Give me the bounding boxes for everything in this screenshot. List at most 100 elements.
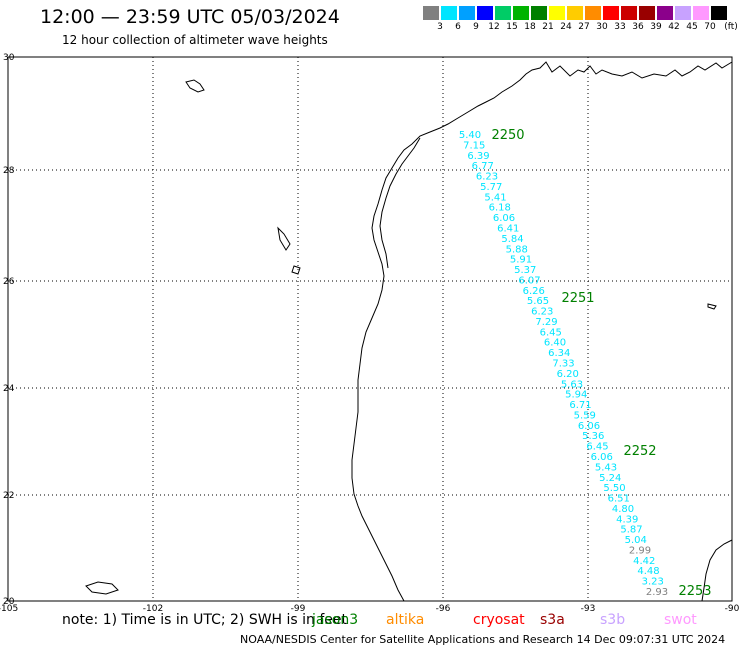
legend-swatch	[531, 6, 547, 20]
island-outline	[185, 79, 205, 93]
satellite-label: cryosat	[473, 612, 525, 628]
satellite-label: altika	[386, 612, 425, 628]
legend-label: 18	[524, 22, 536, 32]
footer-note: note: 1) Time is in UTC; 2) SWH is in fe…	[62, 612, 348, 628]
satellite-label: s3a	[540, 612, 565, 628]
latitude-label: 24	[3, 384, 15, 394]
wave-height-value: 5.65	[527, 296, 549, 307]
wave-height-value: 5.36	[582, 431, 604, 442]
legend-swatch	[549, 6, 565, 20]
wave-height-value: 5.41	[484, 192, 506, 203]
legend-swatch	[513, 6, 529, 20]
latitude-label: 20	[3, 597, 15, 607]
legend-unit: (ft)	[724, 22, 738, 32]
legend-swatch	[495, 6, 511, 20]
legend-swatch	[657, 6, 673, 20]
legend-swatch	[603, 6, 619, 20]
wave-height-value: 5.94	[565, 390, 587, 401]
satellite-label: swot	[664, 612, 697, 628]
latitude-label: 22	[3, 491, 14, 501]
longitude-label: -105	[0, 604, 18, 614]
legend-swatch	[585, 6, 601, 20]
legend-swatch	[675, 6, 691, 20]
latitude-label: 30	[3, 53, 15, 63]
time-label: 2253	[678, 584, 711, 599]
wave-height-value: 5.40	[459, 130, 481, 141]
wave-height-value: 6.39	[467, 151, 489, 162]
island-outline	[85, 581, 119, 595]
legend-swatch	[639, 6, 655, 20]
legend-label: 36	[632, 22, 644, 32]
legend-label: 33	[614, 22, 626, 32]
longitude-label: -99	[291, 604, 306, 614]
latitude-label: 26	[3, 277, 15, 287]
island-outline	[277, 226, 291, 251]
wave-height-value: 6.45	[540, 327, 562, 338]
wave-height-value: 5.04	[625, 535, 647, 546]
longitude-label: -102	[143, 604, 163, 614]
coastline-lagoon	[379, 137, 421, 269]
wave-height-value: 6.26	[523, 286, 545, 297]
wave-height-value: 5.87	[620, 525, 642, 536]
wave-height-value: 5.84	[501, 234, 523, 245]
longitude-label: -96	[436, 604, 451, 614]
wave-height-value: 5.88	[506, 244, 528, 255]
legend-label: 12	[488, 22, 500, 32]
wave-height-value: 6.06	[493, 213, 515, 224]
legend-label: 39	[650, 22, 662, 32]
wave-height-value: 2.93	[646, 587, 668, 598]
wave-height-value: 6.23	[531, 307, 553, 318]
legend-label: 27	[578, 22, 590, 32]
wave-height-value: 6.23	[476, 172, 498, 183]
wave-height-value: 4.48	[637, 566, 659, 577]
wave-height-value: 6.40	[544, 338, 566, 349]
wave-height-value: 7.29	[535, 317, 557, 328]
island-outline	[291, 265, 301, 275]
map-frame	[7, 56, 733, 602]
wave-height-value: 6.45	[586, 442, 608, 453]
coastline-yucatan	[701, 539, 733, 602]
time-label: 2251	[561, 291, 594, 306]
wave-height-value: 2.99	[629, 545, 651, 556]
wave-height-value: 5.50	[603, 483, 625, 494]
map-title: 12:00 — 23:59 UTC 05/03/2024	[40, 6, 340, 28]
time-labels: 2250 2251 2252 2253	[491, 128, 711, 599]
graticule	[8, 57, 732, 601]
wave-height-value: 5.43	[595, 462, 617, 473]
legend-swatch	[459, 6, 475, 20]
wave-height-value: 4.42	[633, 556, 655, 567]
wave-height-value: 7.15	[463, 140, 485, 151]
time-label: 2250	[491, 128, 524, 143]
legend-swatch	[711, 6, 727, 20]
legend-label: 42	[668, 22, 680, 32]
legend-swatch	[567, 6, 583, 20]
legend-label: 6	[455, 22, 461, 32]
wave-height-value: 6.06	[591, 452, 613, 463]
wave-height-value: 5.63	[561, 379, 583, 390]
wave-height-value: 5.24	[599, 473, 621, 484]
legend-label: 3	[437, 22, 443, 32]
time-label: 2252	[623, 444, 656, 459]
legend-label: 24	[560, 22, 572, 32]
cuba-coast	[707, 303, 717, 310]
wave-height-value: 5.37	[514, 265, 536, 276]
legend-label: 30	[596, 22, 608, 32]
satellite-label: s3b	[600, 612, 626, 628]
wave-height-value: 6.07	[518, 275, 540, 286]
longitude-label: -93	[581, 604, 596, 614]
wave-height-value: 6.71	[569, 400, 591, 411]
legend-label: 9	[473, 22, 479, 32]
legend-swatch	[477, 6, 493, 20]
wave-height-value: 7.33	[552, 359, 574, 370]
wave-height-value: 6.34	[548, 348, 570, 359]
wave-height-value: 6.18	[489, 203, 511, 214]
wave-height-value: 6.41	[497, 223, 519, 234]
axis-labels: 30 28 26 24 22 20-105 -102 -99 -96 -93 -90	[0, 53, 740, 614]
legend-swatch	[423, 6, 439, 20]
wave-height-value: 5.59	[574, 410, 596, 421]
satellite-label: jason3	[312, 612, 359, 628]
longitude-label: -90	[725, 604, 740, 614]
wave-height-value: 4.39	[616, 514, 638, 525]
wave-height-value: 3.23	[642, 577, 664, 588]
